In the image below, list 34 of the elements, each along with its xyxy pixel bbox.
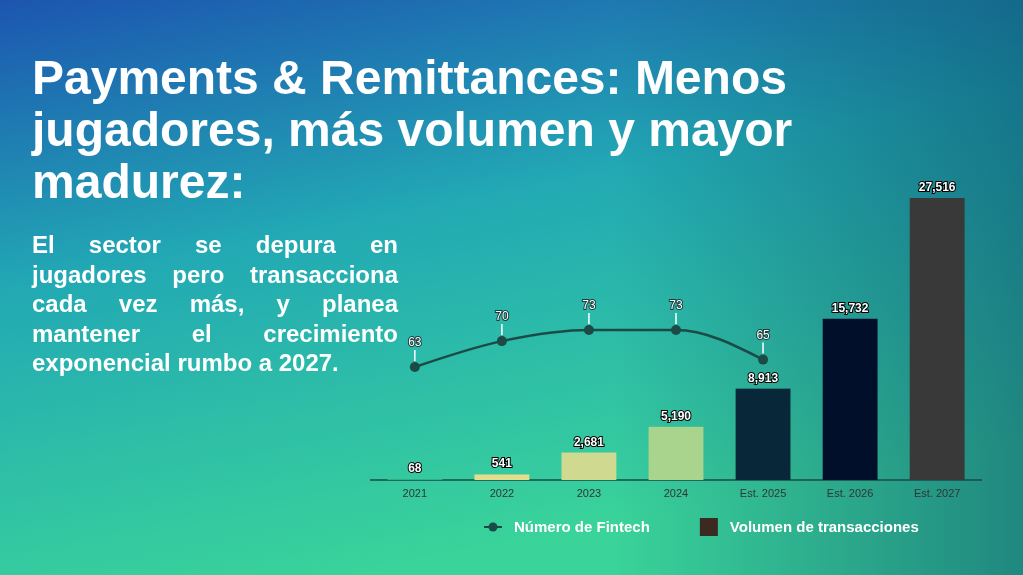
data-label: 541 <box>491 456 513 471</box>
point <box>409 362 420 372</box>
data-label: 63 <box>408 335 422 349</box>
bar <box>648 426 704 480</box>
bar <box>822 318 878 480</box>
bar <box>909 198 965 480</box>
data-label: 65 <box>756 327 771 342</box>
data-label: 8,913 <box>748 370 779 385</box>
data-label: 68 <box>408 461 422 476</box>
data-label: 27,516 <box>918 180 956 194</box>
data-label: 70 <box>495 309 509 324</box>
legend-label: Número de Fintech <box>514 518 650 535</box>
data-label: 15,732 <box>831 300 869 315</box>
bar <box>474 474 530 480</box>
point <box>671 325 681 335</box>
text: Volumen de transacciones <box>729 518 919 535</box>
point <box>496 336 507 347</box>
data-label: 73 <box>669 298 683 312</box>
x-tick-label: Est. 2025 <box>739 487 787 499</box>
point <box>583 325 594 335</box>
x-tick-label: 2023 <box>576 487 602 499</box>
chart-title: Payments & Remittances: Menos jugadores, más volumen y mayor madurez: <box>31 51 793 208</box>
x-tick-label: 2022 <box>489 487 515 499</box>
x-tick-label: Est. 2027 <box>913 487 961 499</box>
data-label: 2,681 <box>573 434 605 449</box>
data-label: 5,190 <box>660 408 692 423</box>
point <box>758 354 769 365</box>
x-tick-label: 2021 <box>402 487 428 499</box>
bar <box>561 452 617 480</box>
x-tick-label: 2024 <box>663 487 689 499</box>
x-tick-label: Est. 2026 <box>826 487 874 499</box>
data-label: 73 <box>582 298 596 312</box>
text: El sector se depura en jugadores pero transacciona cada vez más, y planea mantener el crecimiento exponencial rumbo a 2027. <box>32 231 399 376</box>
bar <box>735 388 791 480</box>
